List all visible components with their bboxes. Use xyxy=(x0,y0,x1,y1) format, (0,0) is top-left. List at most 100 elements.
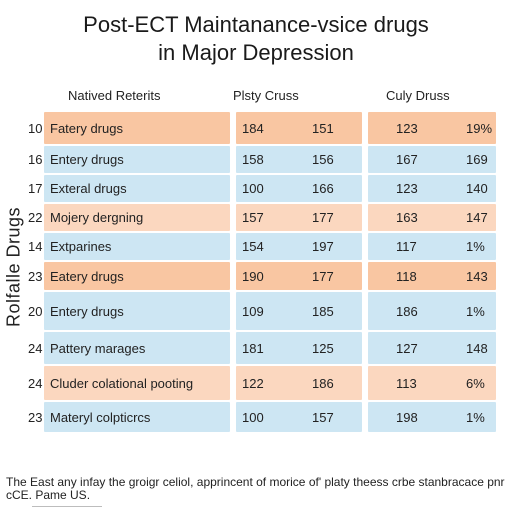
row-cell-background xyxy=(368,233,496,260)
row-value-4: 1% xyxy=(466,303,485,319)
row-value-2: 166 xyxy=(312,181,334,196)
row-name: Exteral drugs xyxy=(50,181,127,196)
column-header-3: Culy Druss xyxy=(386,88,450,103)
divider xyxy=(32,506,102,507)
row-value-4: 148 xyxy=(466,340,488,356)
row-value-4: 19% xyxy=(466,120,493,136)
row-value-1: 157 xyxy=(242,210,264,225)
row-cell-background xyxy=(236,175,362,202)
row-cell-background xyxy=(44,262,230,290)
row-name: Materyl colpticrcs xyxy=(50,409,151,425)
page-subtitle: in Major Depression xyxy=(158,40,354,65)
row-value-2: 186 xyxy=(312,375,334,391)
table-row: 10 Fatery drugs 184 151 123 19% xyxy=(22,112,496,144)
row-cell-background xyxy=(368,112,496,144)
row-value-1: 181 xyxy=(242,340,264,356)
row-name: Fatery drugs xyxy=(50,120,123,136)
table-row: 20 Entery drugs 109 185 186 1% xyxy=(22,292,496,330)
row-name: Pattery marages xyxy=(50,340,146,356)
table-row: 23 Eatery drugs 190 177 118 143 xyxy=(22,262,496,290)
row-cell-background xyxy=(236,112,362,144)
footnote: The East any infay the groigr celiol, ap… xyxy=(6,475,505,502)
row-value-2: 125 xyxy=(312,340,334,356)
row-name: Entery drugs xyxy=(50,152,124,167)
row-cell-background xyxy=(44,146,230,173)
row-index: 23 xyxy=(28,409,43,425)
row-value-2: 177 xyxy=(312,268,334,284)
row-value-1: 109 xyxy=(242,303,264,319)
row-value-4: 6% xyxy=(466,375,485,391)
row-cell-background xyxy=(44,204,230,231)
row-value-1: 100 xyxy=(242,181,264,196)
table-row: 24 Cluder colational pooting 122 186 113 6% xyxy=(22,366,496,400)
row-cell-background xyxy=(368,204,496,231)
row-index: 16 xyxy=(28,152,43,167)
row-name: Entery drugs xyxy=(50,303,124,319)
table-row: 24 Pattery marages 181 125 127 148 xyxy=(22,332,496,364)
column-header-1: Natived Reterits xyxy=(68,88,161,103)
row-index: 23 xyxy=(28,268,43,284)
row-value-4: 143 xyxy=(466,268,488,284)
row-cell-background xyxy=(44,402,230,432)
row-cell-background xyxy=(44,332,230,364)
row-value-4: 169 xyxy=(466,152,488,167)
table-row: 14 Extparines 154 197 117 1% xyxy=(22,233,496,260)
row-cell-background xyxy=(236,233,362,260)
row-index: 10 xyxy=(28,120,43,136)
row-value-3: 163 xyxy=(396,210,418,225)
row-cell-background xyxy=(236,262,362,290)
row-cell-background xyxy=(236,366,362,400)
row-cell-background xyxy=(368,292,496,330)
row-cell-background xyxy=(236,146,362,173)
row-index: 24 xyxy=(28,375,43,391)
row-cell-background xyxy=(368,402,496,432)
data-table: 10 Fatery drugs 184 151 123 19% 16 Entery drugs… xyxy=(22,112,496,434)
row-value-3: 117 xyxy=(396,239,417,254)
row-cell-background xyxy=(368,262,496,290)
row-cell-background xyxy=(368,332,496,364)
row-value-1: 190 xyxy=(242,268,264,284)
table-row: 22 Mojery dergning 157 177 163 147 xyxy=(22,204,496,231)
row-cell-background xyxy=(44,233,230,260)
row-value-3: 118 xyxy=(396,268,417,284)
row-index: 20 xyxy=(28,303,43,319)
row-value-4: 140 xyxy=(466,181,488,196)
row-name: Cluder colational pooting xyxy=(50,375,194,391)
row-value-3: 167 xyxy=(396,152,418,167)
row-name: Mojery dergning xyxy=(50,210,144,225)
row-cell-background xyxy=(368,146,496,173)
table-row: 17 Exteral drugs 100 166 123 140 xyxy=(22,175,496,202)
row-cell-background xyxy=(236,292,362,330)
row-cell-background xyxy=(236,204,362,231)
row-value-1: 122 xyxy=(242,375,264,391)
row-index: 14 xyxy=(28,239,43,254)
row-value-3: 123 xyxy=(396,181,418,196)
row-cell-background xyxy=(44,112,230,144)
vertical-axis-label: Rolfalle Drugs xyxy=(4,182,24,352)
row-value-1: 100 xyxy=(242,409,264,425)
row-value-1: 184 xyxy=(242,120,264,136)
row-index: 17 xyxy=(28,181,43,196)
row-value-3: 113 xyxy=(396,375,417,391)
row-cell-background xyxy=(368,175,496,202)
row-value-1: 158 xyxy=(242,152,264,167)
table-row: 16 Entery drugs 158 156 167 169 xyxy=(22,146,496,173)
row-value-1: 154 xyxy=(242,239,264,254)
row-value-3: 123 xyxy=(396,120,418,136)
row-value-4: 1% xyxy=(466,409,485,425)
row-value-3: 186 xyxy=(396,303,418,319)
row-index: 22 xyxy=(28,210,43,225)
row-cell-background xyxy=(44,292,230,330)
row-cell-background xyxy=(44,175,230,202)
row-value-2: 197 xyxy=(312,239,334,254)
row-value-4: 1% xyxy=(466,239,485,254)
row-cell-background xyxy=(368,366,496,400)
row-value-2: 177 xyxy=(312,210,334,225)
table-row: 23 Materyl colpticrcs 100 157 198 1% xyxy=(22,402,496,432)
row-cell-background xyxy=(236,332,362,364)
page-title: Post-ECT Maintanance-vsice drugs xyxy=(83,12,429,37)
row-cell-background xyxy=(236,402,362,432)
row-index: 24 xyxy=(28,340,43,356)
column-header-2: Plsty Cruss xyxy=(233,88,299,103)
row-cell-background xyxy=(44,366,230,400)
